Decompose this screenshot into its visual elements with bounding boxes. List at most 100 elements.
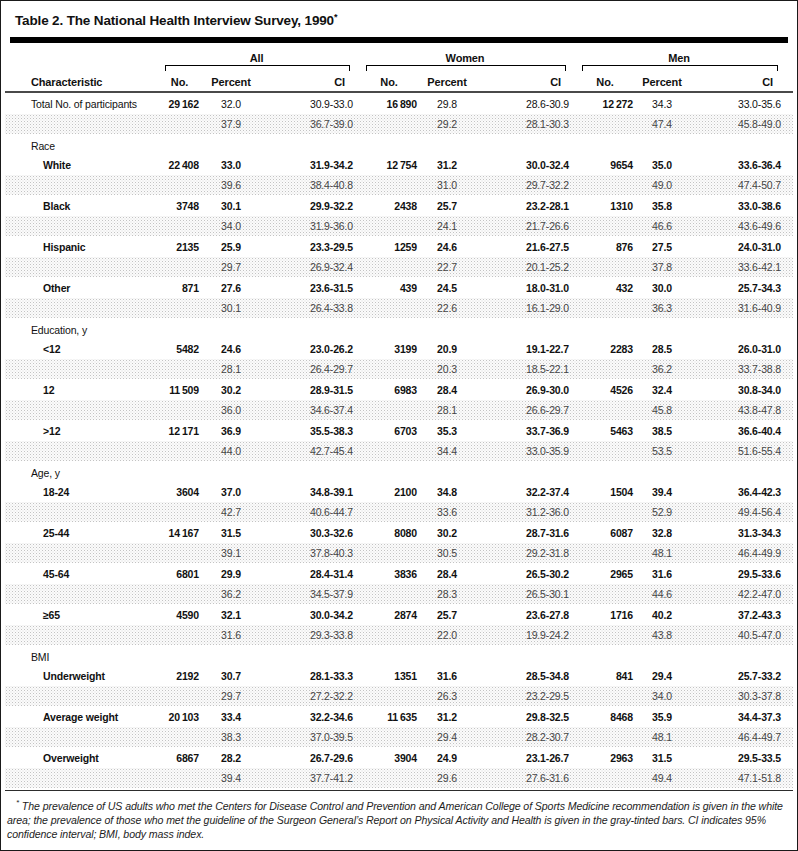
table-row-shaded: 39.638.4-40.831.029.7-32.249.047.4-50.7 [5, 175, 793, 195]
cell-men-no: 8468 [573, 711, 637, 723]
cell-women-percent: 26.3 [421, 690, 473, 702]
cell-men-percent: 36.2 [637, 363, 687, 375]
cell-men-no: 12 272 [573, 98, 637, 110]
cell-all-no: 3748 [156, 200, 203, 212]
cell-women-no: 11 635 [357, 711, 421, 723]
cell-women-no: 2438 [357, 200, 421, 212]
cell-women-percent: 24.1 [421, 220, 473, 232]
cell-men-ci: 26.0-31.0 [687, 343, 785, 355]
cell-men-ci: 49.4-56.4 [687, 506, 785, 518]
column-header-women-no: No. [357, 76, 421, 88]
cell-all-no: 14 167 [156, 527, 203, 539]
cell-all-ci: 37.7-41.2 [259, 772, 357, 784]
cell-women-no: 12 754 [357, 159, 421, 171]
cell-men-ci: 37.2-43.3 [687, 609, 785, 621]
table-body: Total No. of participants29 16232.030.9-… [5, 93, 793, 788]
table-title: Table 2. The National Health Interview S… [15, 13, 337, 28]
cell-men-ci: 36.6-40.4 [687, 425, 785, 437]
cell-all-ci: 23.0-26.2 [259, 343, 357, 355]
cell-women-percent: 28.4 [421, 568, 473, 580]
cell-all-no: 2135 [156, 241, 203, 253]
cell-women-ci: 16.1-29.0 [473, 302, 573, 314]
cell-women-percent: 20.3 [421, 363, 473, 375]
cell-men-ci: 33.6-36.4 [687, 159, 785, 171]
table-row-primary: <12548224.623.0-26.2319920.919.1-22.7228… [5, 338, 793, 359]
cell-men-ci: 36.4-42.3 [687, 486, 785, 498]
cell-all-no: 2192 [156, 670, 203, 682]
cell-men-percent: 43.8 [637, 629, 687, 641]
cell-all-no: 6801 [156, 568, 203, 580]
cell-men-percent: 38.5 [637, 425, 687, 437]
table-row-primary: 25-4414 16731.530.3-32.6808030.228.7-31.… [5, 522, 793, 543]
cell-all-percent: 39.1 [203, 547, 259, 559]
cell-men-ci: 34.4-37.3 [687, 711, 785, 723]
group-header-men: Men [573, 52, 785, 64]
cell-women-percent: 29.4 [421, 731, 473, 743]
cell-all-percent: 34.0 [203, 220, 259, 232]
cell-women-no: 3199 [357, 343, 421, 355]
cell-all-ci: 35.5-38.3 [259, 425, 357, 437]
cell-women-ci: 23.2-29.5 [473, 690, 573, 702]
cell-women-ci: 29.8-32.5 [473, 711, 573, 723]
cell-women-ci: 18.5-22.1 [473, 363, 573, 375]
table-title-footnote-marker: * [334, 12, 337, 22]
cell-all-no: 871 [156, 282, 203, 294]
row-label: ≥65 [5, 609, 156, 621]
row-label: Hispanic [5, 241, 156, 253]
cell-all-no: 12 171 [156, 425, 203, 437]
cell-men-ci: 31.3-34.3 [687, 527, 785, 539]
table-row-shaded: 29.726.9-32.422.720.1-25.237.833.6-42.1 [5, 257, 793, 277]
row-label: 12 [5, 384, 156, 396]
cell-all-percent: 32.0 [203, 98, 259, 110]
table-row-shaded: 39.137.8-40.330.529.2-31.848.146.4-49.9 [5, 543, 793, 563]
cell-women-ci: 28.6-30.9 [473, 98, 573, 110]
cell-all-ci: 27.2-32.2 [259, 690, 357, 702]
cell-men-ci: 25.7-33.2 [687, 670, 785, 682]
cell-men-percent: 48.1 [637, 547, 687, 559]
cell-women-ci: 23.6-27.8 [473, 609, 573, 621]
cell-women-percent: 31.6 [421, 670, 473, 682]
cell-men-percent: 29.4 [637, 670, 687, 682]
table-row-shaded: 39.437.7-41.229.627.6-31.649.447.1-51.8 [5, 768, 793, 788]
cell-men-ci: 40.5-47.0 [687, 629, 785, 641]
cell-men-ci: 30.3-37.8 [687, 690, 785, 702]
cell-men-ci: 43.8-47.8 [687, 404, 785, 416]
cell-women-no: 8080 [357, 527, 421, 539]
cell-all-percent: 36.9 [203, 425, 259, 437]
cell-men-percent: 45.8 [637, 404, 687, 416]
row-label: >12 [5, 425, 156, 437]
cell-men-percent: 52.9 [637, 506, 687, 518]
table-row-shaded: 44.042.7-45.434.433.0-35.953.551.6-55.4 [5, 441, 793, 461]
table-row-primary: 18-24360437.034.8-39.1210034.832.2-37.41… [5, 481, 793, 502]
cell-women-percent: 28.1 [421, 404, 473, 416]
table-row-primary: Underweight219230.728.1-33.3135131.628.5… [5, 665, 793, 686]
cell-women-ci: 28.1-30.3 [473, 118, 573, 130]
cell-women-percent: 24.9 [421, 752, 473, 764]
cell-men-no: 1504 [573, 486, 637, 498]
cell-all-percent: 30.2 [203, 384, 259, 396]
row-label: Total No. of participants [5, 98, 156, 110]
cell-men-percent: 36.3 [637, 302, 687, 314]
cell-all-ci: 23.6-31.5 [259, 282, 357, 294]
table-row-primary: Black374830.129.9-32.2243825.723.2-28.11… [5, 195, 793, 216]
row-label: Average weight [5, 711, 156, 723]
cell-women-percent: 31.2 [421, 159, 473, 171]
cell-women-no: 6703 [357, 425, 421, 437]
row-label: Underweight [5, 670, 156, 682]
cell-men-no: 876 [573, 241, 637, 253]
cell-men-ci: 33.0-38.6 [687, 200, 785, 212]
cell-all-ci: 37.0-39.5 [259, 731, 357, 743]
cell-all-ci: 28.9-31.5 [259, 384, 357, 396]
column-header-all-percent: Percent [203, 76, 259, 88]
cell-all-ci: 23.3-29.5 [259, 241, 357, 253]
cell-all-ci: 32.2-34.6 [259, 711, 357, 723]
cell-men-no: 6087 [573, 527, 637, 539]
cell-all-percent: 28.2 [203, 752, 259, 764]
cell-men-no: 9654 [573, 159, 637, 171]
table-row-primary: 1211 50930.228.9-31.5698328.426.9-30.045… [5, 379, 793, 400]
cell-women-ci: 30.0-32.4 [473, 159, 573, 171]
cell-men-ci: 46.4-49.9 [687, 547, 785, 559]
cell-all-ci: 38.4-40.8 [259, 179, 357, 191]
cell-women-percent: 24.6 [421, 241, 473, 253]
cell-all-ci: 31.9-34.2 [259, 159, 357, 171]
